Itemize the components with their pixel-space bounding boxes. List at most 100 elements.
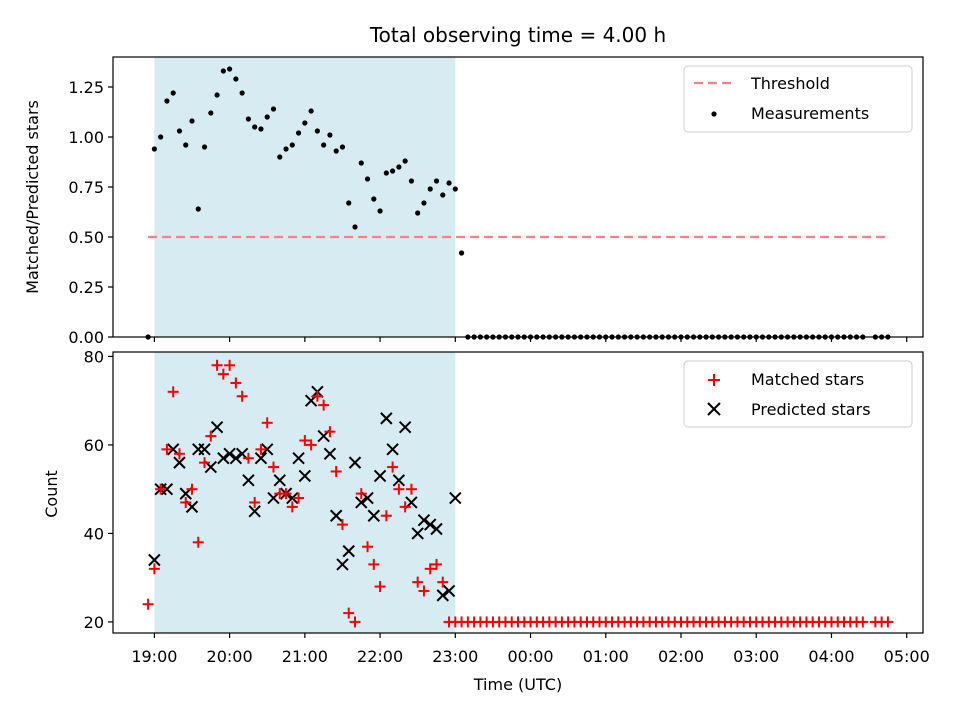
legend-matched-swatch [708,374,720,386]
predicted-star-point [198,443,211,456]
matched-star-point [199,457,211,469]
legend-predicted-label: Predicted stars [751,400,871,419]
matched-star-point [412,576,424,588]
measurement-point [433,178,440,184]
predicted-star-point [329,509,343,522]
predicted-star-point [449,491,462,505]
measurement-point [308,108,314,114]
x-tick-label: 04:00 [808,647,854,666]
measurement-point [446,180,452,186]
matched-star-point [430,558,442,570]
measurement-point [371,196,377,202]
predicted-star-point [292,451,305,465]
matched-star-point [161,443,173,455]
matched-star-point [437,576,449,588]
measurement-point [270,106,277,112]
matched-star-point [286,501,298,513]
predicted-star-point [348,456,362,469]
measurement-point [339,144,346,150]
matched-star-point [343,607,355,619]
x-tick-label: 02:00 [658,647,704,666]
measurement-point [440,192,446,198]
top-axes-frame [112,56,924,338]
measurement-point [427,186,433,192]
top-observing-window [154,57,456,337]
bottom-panel: 20 40 60 80 19:00 20:00 21:00 22:00 23:00 00:00 0… [42,347,930,694]
matched-star-point [362,541,374,553]
measurement-point [283,146,289,152]
matched-stars-group [142,359,894,628]
bottom-x-ticks: 19:00 20:00 21:00 22:00 23:00 00:00 01:00 02:00… [131,633,930,666]
matched-star-point [399,501,411,513]
matched-star-point [242,452,254,464]
measurement-point [415,210,421,216]
predicted-star-point [392,474,406,487]
predicted-star-point [242,474,255,487]
measurement-point [421,200,427,206]
top-panel: 0.00 0.25 0.50 0.75 1.00 1.25 Matched/Predict… [23,56,924,347]
matched-star-point [180,496,192,508]
measurement-point [164,98,170,104]
measurement-point [170,90,176,96]
matched-star-point [380,510,392,522]
predicted-star-point [430,522,443,536]
predicted-star-point [254,451,268,465]
predicted-star-point [436,589,449,602]
matched-star-point [857,616,869,628]
predicted-star-point [411,527,424,540]
matched-star-point [418,585,430,597]
measurement-point [220,68,226,74]
matched-star-point [387,461,399,473]
top-y-ticks: 0.00 0.25 0.50 0.75 1.00 1.25 [68,78,113,347]
predicted-star-point [173,456,186,469]
matched-star-point [267,461,279,473]
x-tick-label: 01:00 [583,647,629,666]
measurement-point [227,66,233,72]
legend-threshold-label: Threshold [750,74,830,93]
measurement-point [377,208,383,214]
bottom-observing-window [154,352,456,633]
y-tick-label: 40 [84,524,104,543]
matched-star-point [186,483,198,495]
matched-star-point [211,359,223,371]
top-y-axis-label: Matched/Predicted stars [23,100,42,294]
matched-star-point [224,359,236,371]
legend-measurements-swatch [711,111,717,117]
matched-star-point [318,399,330,411]
x-tick-label: 20:00 [207,647,253,666]
matched-star-point [374,581,386,593]
bottom-y-ticks: 20 40 60 80 [84,347,113,632]
measurement-point [333,148,339,154]
measurement-point [327,132,333,138]
predicted-star-point [210,421,224,434]
measurement-point [201,144,208,150]
bottom-legend: Matched stars Predicted stars [683,360,913,428]
legend-matched-label: Matched stars [751,370,864,389]
x-tick-label: 03:00 [733,647,779,666]
predicted-star-point [380,412,393,425]
matched-star-point [368,558,380,570]
predicted-star-point [323,447,337,460]
predicted-star-point [373,469,387,483]
matched-star-point [336,519,348,531]
measurement-point [189,118,195,124]
matched-star-point [148,563,160,575]
measurement-point [252,124,258,130]
measurement-point [458,250,465,256]
x-tick-label: 05:00 [884,647,930,666]
measurement-point [176,128,183,134]
chart-title: Total observing time = 4.00 h [369,23,666,47]
measurement-point [183,142,189,148]
matched-star-point [192,536,204,548]
measurement-point [233,76,239,82]
measurement-point [289,142,295,148]
matched-star-point [349,616,361,628]
y-tick-label: 1.25 [68,78,104,97]
measurement-point [396,164,402,170]
x-axis-label: Time (UTC) [473,675,562,694]
y-tick-label: 0.25 [68,278,104,297]
top-x-ticks [153,337,908,342]
predicted-star-point [386,443,399,456]
top-legend: Threshold Measurements [683,65,913,133]
predicted-stars-group [148,385,462,602]
